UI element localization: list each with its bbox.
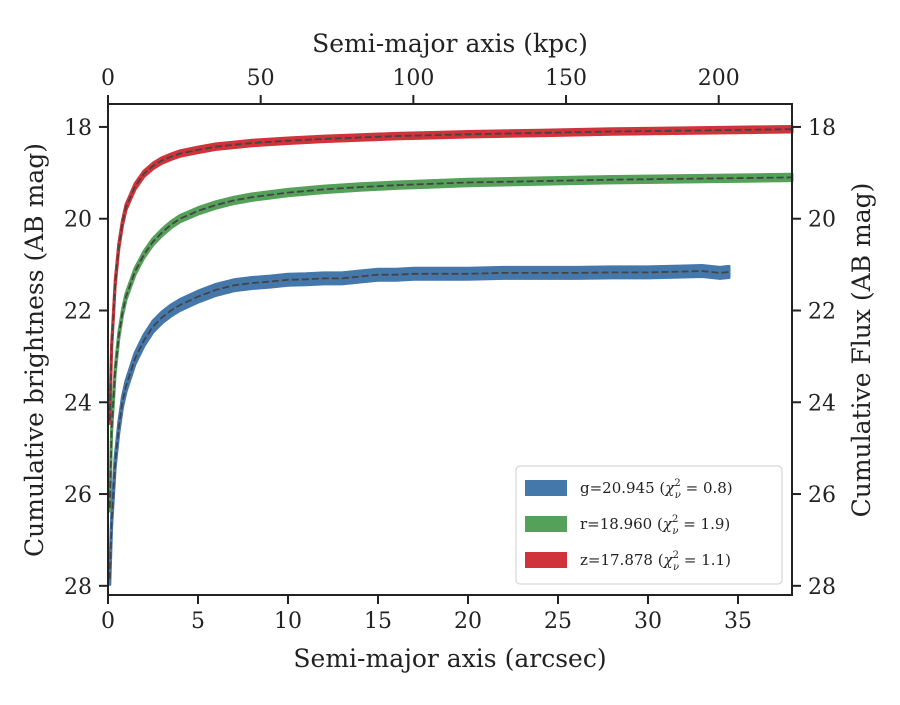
x2-tick-label: 150 xyxy=(545,66,587,91)
y2-tick-label: 18 xyxy=(808,116,836,141)
series-band-g xyxy=(108,264,731,586)
x-tick-label: 20 xyxy=(454,609,482,634)
plot-frame xyxy=(107,103,793,596)
y2-tick-label: 24 xyxy=(808,391,836,416)
y2-tick-label: 26 xyxy=(808,483,836,508)
axes-layer xyxy=(107,103,793,596)
legend-label-r: r=18.960 (χ2 ν = 1.9) xyxy=(580,514,730,537)
y-tick-label: 22 xyxy=(64,299,92,324)
x-axis-title: Semi-major axis (arcsec) xyxy=(293,644,606,673)
legend-swatch-r xyxy=(525,516,567,532)
y-tick-label: 28 xyxy=(64,575,92,600)
x-tick-label: 35 xyxy=(724,609,752,634)
x-tick-label: 25 xyxy=(544,609,572,634)
x2-tick-label: 50 xyxy=(247,66,275,91)
legend-label-g: g=20.945 (χ2 ν = 0.8) xyxy=(580,478,733,501)
legend-swatch-g xyxy=(525,480,567,496)
legend-label-z: z=17.878 (χ2 ν = 1.1) xyxy=(580,550,731,573)
y-tick-label: 24 xyxy=(64,391,92,416)
y2-axis-title: Cumulative Flux (AB mag) xyxy=(847,183,876,518)
legend-box xyxy=(515,465,783,585)
y-axis-title: Cumulative brightness (AB mag) xyxy=(20,143,49,557)
x2-tick-label: 200 xyxy=(698,66,740,91)
x-tick-label: 30 xyxy=(634,609,662,634)
x-tick-label: 5 xyxy=(191,609,205,634)
model-line-r xyxy=(108,176,793,508)
y2-tick-label: 20 xyxy=(808,208,836,233)
legend-swatch-z xyxy=(525,552,567,568)
x-tick-label: 10 xyxy=(274,609,302,634)
y2-tick-label: 28 xyxy=(808,575,836,600)
series-band-r xyxy=(108,172,794,513)
y-tick-label: 26 xyxy=(64,483,92,508)
x2-tick-label: 0 xyxy=(101,66,115,91)
x-tick-label: 15 xyxy=(364,609,392,634)
legend: g=20.945 (χ2 ν = 0.8) r=18.960 (χ2 ν = 1.9)… xyxy=(515,465,783,585)
y2-tick-label: 22 xyxy=(808,299,836,324)
x2-tick-label: 100 xyxy=(392,66,434,91)
model-line-g xyxy=(108,270,730,579)
y-tick-label: 18 xyxy=(64,116,92,141)
x-tick-label: 0 xyxy=(101,609,115,634)
x2-axis-title: Semi-major axis (kpc) xyxy=(312,29,588,58)
model-line-z xyxy=(108,128,793,421)
ticks-layer: 0 5 10 15 20 25 30 35 0 50 100 150 200 18 18 20 20 22 22 24… xyxy=(64,66,836,634)
y-tick-label: 20 xyxy=(64,208,92,233)
